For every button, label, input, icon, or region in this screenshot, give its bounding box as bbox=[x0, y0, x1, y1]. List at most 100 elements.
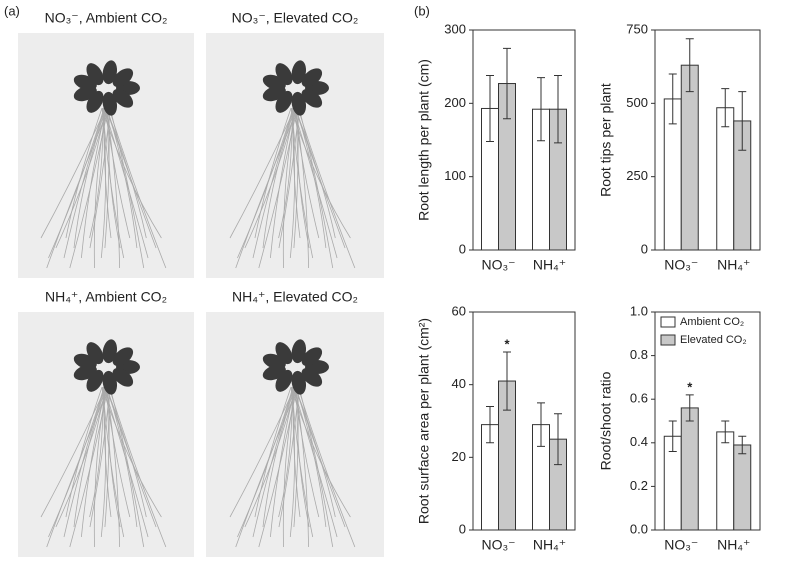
root bbox=[80, 386, 107, 538]
error-bar bbox=[668, 420, 677, 453]
root bbox=[289, 386, 296, 538]
root bbox=[73, 386, 107, 528]
root bbox=[252, 386, 295, 538]
bar bbox=[733, 444, 752, 531]
x-tick-label: NH₄⁺ bbox=[533, 257, 566, 273]
root bbox=[262, 107, 296, 249]
root bbox=[101, 107, 162, 239]
y-tick-label: 200 bbox=[444, 95, 466, 110]
root bbox=[229, 107, 296, 239]
y-axis-label: Root surface area per plant (cm²) bbox=[416, 318, 432, 524]
leaf bbox=[102, 60, 118, 85]
x-tick-label: NO₃⁻ bbox=[481, 537, 515, 553]
root bbox=[108, 386, 167, 548]
root bbox=[229, 386, 296, 518]
bar bbox=[680, 64, 699, 251]
error-bar bbox=[738, 435, 747, 455]
root bbox=[294, 107, 346, 249]
error-bar bbox=[738, 91, 747, 151]
root bbox=[292, 386, 338, 538]
error-bar bbox=[554, 74, 562, 144]
photo-caption: NO₃⁻, Ambient CO₂ bbox=[45, 10, 168, 26]
root bbox=[269, 386, 296, 538]
root bbox=[40, 107, 107, 239]
leaf bbox=[291, 91, 307, 116]
error-bar bbox=[554, 413, 562, 466]
root bbox=[105, 386, 157, 528]
root bbox=[103, 386, 149, 538]
x-tick-label: NH₄⁺ bbox=[533, 537, 566, 553]
root bbox=[80, 107, 107, 259]
y-tick-label: 0.4 bbox=[630, 434, 648, 449]
error-bar bbox=[721, 420, 730, 444]
y-tick-label: 500 bbox=[626, 95, 648, 110]
root bbox=[291, 386, 314, 538]
root bbox=[278, 386, 293, 518]
bar bbox=[716, 107, 735, 251]
leaf bbox=[275, 63, 293, 86]
annotation: * bbox=[687, 379, 693, 394]
root bbox=[89, 386, 104, 518]
panel-label: (b) bbox=[414, 3, 430, 18]
panel-label: (a) bbox=[4, 3, 20, 18]
leaf bbox=[291, 370, 307, 395]
root bbox=[89, 107, 104, 239]
root bbox=[40, 386, 107, 518]
leaf bbox=[86, 342, 104, 365]
root bbox=[294, 386, 346, 528]
x-tick-label: NH₄⁺ bbox=[717, 257, 750, 273]
leaf bbox=[102, 370, 118, 395]
leaf bbox=[301, 347, 323, 367]
root bbox=[105, 386, 120, 548]
root bbox=[105, 107, 157, 249]
root bbox=[290, 386, 351, 518]
root bbox=[63, 107, 106, 259]
root bbox=[102, 107, 125, 259]
y-tick-label: 20 bbox=[452, 449, 466, 464]
root bbox=[291, 107, 314, 259]
root bbox=[102, 386, 125, 538]
photo-caption: NH₄⁺, Elevated CO₂ bbox=[232, 289, 358, 305]
y-tick-label: 750 bbox=[626, 21, 648, 36]
bar bbox=[680, 407, 699, 531]
leaf bbox=[86, 63, 104, 86]
y-tick-label: 40 bbox=[452, 376, 466, 391]
annotation: * bbox=[504, 336, 510, 351]
error-bar bbox=[503, 351, 511, 411]
root bbox=[258, 386, 298, 548]
root bbox=[63, 386, 106, 538]
y-tick-label: 0 bbox=[459, 521, 466, 536]
y-axis-label: Root tips per plant bbox=[598, 83, 614, 197]
error-bar bbox=[503, 47, 511, 120]
root bbox=[292, 107, 338, 259]
y-tick-label: 0 bbox=[459, 241, 466, 256]
root bbox=[69, 386, 109, 548]
y-tick-label: 300 bbox=[444, 21, 466, 36]
legend-label: Elevated CO₂ bbox=[680, 334, 747, 346]
y-tick-label: 60 bbox=[452, 303, 466, 318]
error-bar bbox=[685, 38, 694, 93]
y-tick-label: 0.6 bbox=[630, 391, 648, 406]
error-bar bbox=[668, 73, 677, 125]
root bbox=[100, 386, 107, 538]
photo-caption: NH₄⁺, Ambient CO₂ bbox=[45, 289, 167, 305]
x-tick-label: NH₄⁺ bbox=[717, 537, 750, 553]
leaf bbox=[112, 88, 134, 108]
root bbox=[69, 107, 109, 269]
error-bar bbox=[486, 74, 494, 142]
y-tick-label: 0.8 bbox=[630, 347, 648, 362]
plot-frame bbox=[654, 29, 761, 251]
photo-caption: NO₃⁻, Elevated CO₂ bbox=[232, 10, 359, 26]
x-tick-label: NO₃⁻ bbox=[664, 537, 698, 553]
leaf bbox=[275, 342, 293, 365]
root bbox=[254, 107, 292, 239]
y-tick-label: 0 bbox=[641, 241, 648, 256]
root bbox=[103, 107, 149, 259]
root bbox=[254, 386, 292, 518]
legend-swatch bbox=[660, 316, 676, 328]
x-tick-label: NO₃⁻ bbox=[481, 257, 515, 273]
x-tick-label: NO₃⁻ bbox=[664, 257, 698, 273]
root bbox=[100, 107, 107, 259]
error-bar bbox=[486, 405, 494, 444]
